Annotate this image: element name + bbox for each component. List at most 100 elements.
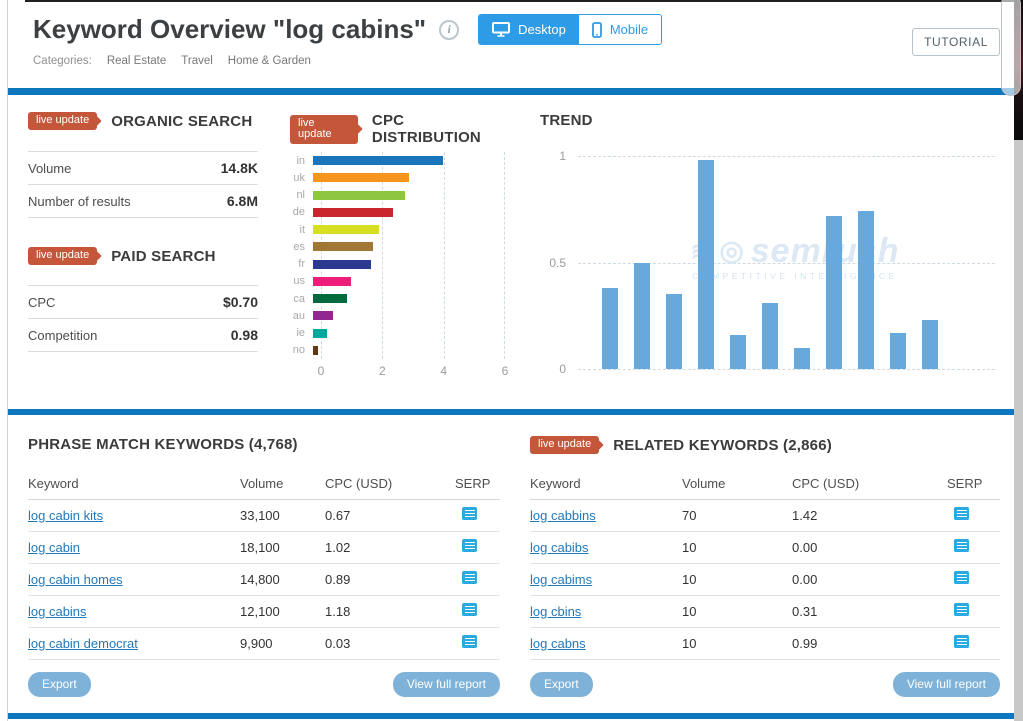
cpc-country-label: au (292, 309, 305, 322)
live-update-badge: live update (28, 247, 98, 265)
keywords-section: PHRASE MATCH KEYWORDS (4,768) Keyword Vo… (8, 415, 1014, 713)
trend-bar (698, 160, 714, 369)
trend-bar (858, 211, 874, 369)
column-header-volume: Volume (682, 475, 726, 491)
header: Keyword Overview "log cabins" i Desktop (33, 14, 663, 45)
category-link-travel[interactable]: Travel (181, 55, 213, 67)
scrollbar-thumb[interactable] (1001, 0, 1021, 96)
cpc-country-label: ca (293, 292, 305, 305)
keyword-link[interactable]: log cabibs (530, 539, 589, 555)
cpc-bar-row: nl (290, 187, 505, 204)
cpc-bar (313, 294, 347, 304)
volume-cell: 10 (682, 540, 697, 555)
paid-search-header: live update PAID SEARCH (28, 247, 216, 265)
cpc-bar-row: us (290, 273, 505, 290)
cpc-cell: 0.67 (325, 508, 351, 523)
serp-icon[interactable] (462, 634, 477, 648)
phrase-match-rows: log cabin kits 33,100 0.67 log cabin 18,… (28, 500, 500, 660)
table-row: log cabin homes 14,800 0.89 (28, 564, 500, 596)
live-update-badge: live update (28, 112, 98, 130)
tutorial-button[interactable]: TUTORIAL (912, 28, 1000, 56)
serp-icon[interactable] (462, 538, 477, 552)
cpc-country-label: ie (296, 327, 305, 340)
page-content: Keyword Overview "log cabins" i Desktop (8, 0, 1014, 721)
cpc-bar (313, 242, 373, 252)
column-header-cpc: CPC (USD) (325, 475, 393, 491)
serp-icon[interactable] (954, 634, 969, 648)
serp-icon[interactable] (954, 570, 969, 584)
cpc-bar (313, 225, 380, 235)
trend-header: TREND (540, 112, 593, 129)
axis-tick-label: 4 (440, 364, 447, 378)
serp-icon[interactable] (954, 506, 969, 520)
volume-cell: 70 (682, 508, 697, 523)
cpc-bar (313, 190, 405, 200)
axis-tick-label: 0.5 (549, 255, 566, 270)
device-toggle: Desktop Mobile (478, 14, 663, 45)
cpc-bar-row: es (290, 238, 505, 255)
keyword-link[interactable]: log cbins (530, 603, 582, 619)
keyword-link[interactable]: log cabims (530, 571, 593, 587)
cpc-bar (313, 156, 443, 166)
serp-icon[interactable] (462, 602, 477, 616)
cpc-cell: 1.18 (325, 604, 351, 619)
cpc-cell: 0.03 (325, 636, 351, 651)
organic-search-table: Volume 14.8K Number of results 6.8M (28, 151, 258, 218)
table-row: log cabibs 10 0.00 (530, 532, 1000, 564)
gridline (578, 369, 995, 370)
cpc-bar-row: au (290, 307, 505, 324)
view-full-report-button[interactable]: View full report (892, 672, 1000, 697)
keyword-link[interactable]: log cabns (530, 635, 586, 651)
live-update-badge: live update (530, 436, 600, 454)
table-row: Competition 0.98 (28, 319, 258, 352)
volume-cell: 10 (682, 636, 697, 651)
trend-bar (762, 302, 778, 369)
cpc-bar-row: fr (290, 256, 505, 273)
volume-cell: 12,100 (240, 604, 280, 619)
view-full-report-button[interactable]: View full report (392, 672, 500, 697)
export-button[interactable]: Export (28, 672, 91, 697)
trend-bar (730, 334, 746, 369)
organic-search-header: live update ORGANIC SEARCH (28, 112, 252, 130)
phrase-match-title: PHRASE MATCH KEYWORDS (4,768) (28, 436, 298, 453)
keyword-link[interactable]: log cabin democrat (28, 635, 138, 651)
keyword-link[interactable]: log cabin (28, 539, 81, 555)
related-keywords-title: RELATED KEYWORDS (2,866) (613, 436, 832, 454)
axis-tick-label: 1 (559, 149, 566, 163)
window-top-border (25, 0, 1014, 2)
cpc-country-label: in (296, 154, 305, 167)
column-header-volume: Volume (240, 475, 284, 491)
table-row: CPC $0.70 (28, 286, 258, 319)
info-icon[interactable]: i (439, 19, 460, 40)
phrase-match-block: PHRASE MATCH KEYWORDS (4,768) Keyword Vo… (28, 415, 500, 713)
volume-cell: 9,900 (240, 636, 273, 651)
cpc-distribution-panel: live update CPC DISTRIBUTION in uk nl de it e… (290, 95, 514, 409)
category-link-home-garden[interactable]: Home & Garden (227, 55, 311, 67)
related-keywords-block: live update RELATED KEYWORDS (2,866) Key… (530, 415, 1000, 713)
stat-label: Volume (28, 160, 72, 176)
overview-panels: live update ORGANIC SEARCH Volume 14.8K … (8, 95, 1014, 409)
axis-tick-label: 0 (559, 362, 566, 376)
serp-icon[interactable] (954, 538, 969, 552)
category-link-real-estate[interactable]: Real Estate (106, 55, 167, 67)
trend-bar (666, 294, 682, 369)
keyword-link[interactable]: log cabins (28, 603, 87, 619)
phrase-match-table-header: Keyword Volume CPC (USD) SERP (28, 467, 500, 500)
cpc-country-label: es (293, 240, 305, 253)
serp-icon[interactable] (462, 506, 477, 520)
keyword-link[interactable]: log cabbins (530, 507, 596, 523)
stat-label: CPC (28, 294, 56, 310)
keyword-link[interactable]: log cabin kits (28, 507, 104, 523)
volume-cell: 33,100 (240, 508, 280, 523)
section-divider-top (8, 88, 1014, 95)
cpc-cell: 0.00 (792, 540, 818, 555)
desktop-button[interactable]: Desktop (479, 15, 579, 44)
serp-icon[interactable] (954, 602, 969, 616)
serp-icon[interactable] (462, 570, 477, 584)
gridline (578, 156, 995, 157)
export-button[interactable]: Export (530, 672, 593, 697)
mobile-button[interactable]: Mobile (578, 15, 662, 44)
cpc-cell: 1.02 (325, 540, 351, 555)
stat-value: 14.8K (220, 160, 258, 176)
keyword-link[interactable]: log cabin homes (28, 571, 123, 587)
